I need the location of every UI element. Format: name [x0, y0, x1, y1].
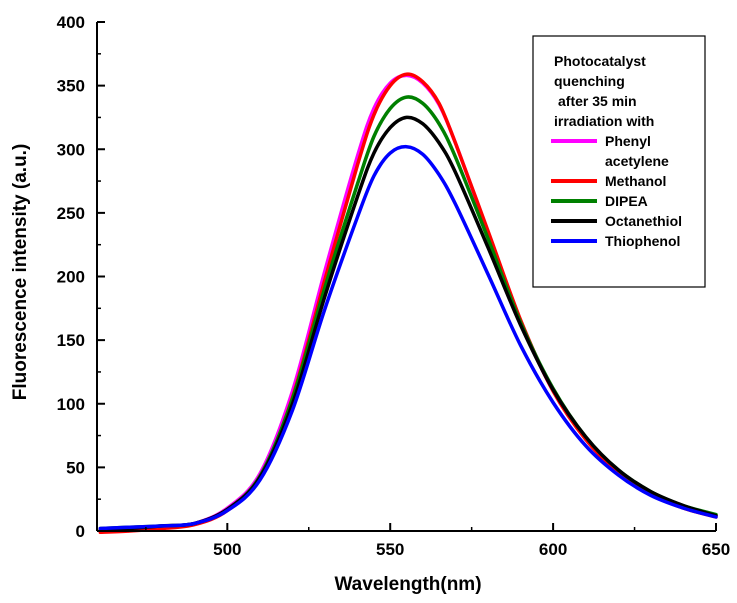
- y-tick-label: 150: [57, 331, 85, 350]
- legend-title-line: Photocatalyst: [554, 53, 646, 69]
- y-tick-label: 200: [57, 268, 85, 287]
- legend-label-methanol: Methanol: [605, 173, 666, 189]
- y-tick-label: 0: [76, 522, 85, 541]
- legend-label-dipea: DIPEA: [605, 193, 648, 209]
- plot-area: [98, 72, 718, 535]
- legend: Photocatalyst quenching after 35 min irradi…: [532, 35, 706, 288]
- y-tick-label: 350: [57, 77, 85, 96]
- x-axis-title: Wavelength(nm): [334, 574, 481, 595]
- legend-title-line: irradiation with: [554, 113, 654, 129]
- x-tick-label: 600: [539, 540, 567, 559]
- y-tick-label: 250: [57, 204, 85, 223]
- legend-label-phenyl-acetylene: acetylene: [605, 153, 669, 169]
- y-tick-label: 400: [57, 13, 85, 32]
- legend-box: [532, 35, 706, 288]
- legend-label-octanethiol: Octanethiol: [605, 213, 682, 229]
- y-tick-label: 50: [66, 458, 85, 477]
- x-tick-label: 650: [702, 540, 730, 559]
- x-tick-label: 500: [213, 540, 241, 559]
- axes: 0 50 100 150 200 250 300 350 400 500 550 600 650: [57, 13, 731, 559]
- legend-label-thiophenol: Thiophenol: [605, 233, 680, 249]
- series-line-thiophenol: [98, 144, 718, 531]
- legend-label-phenyl-acetylene: Phenyl: [605, 133, 651, 149]
- y-tick-label: 100: [57, 395, 85, 414]
- y-tick-label: 300: [57, 140, 85, 159]
- legend-title-line: quenching: [554, 73, 625, 89]
- y-axis-title: Fluorescence intensity (a.u.): [10, 144, 31, 401]
- x-tick-label: 550: [376, 540, 404, 559]
- legend-title-line: after 35 min: [558, 93, 637, 109]
